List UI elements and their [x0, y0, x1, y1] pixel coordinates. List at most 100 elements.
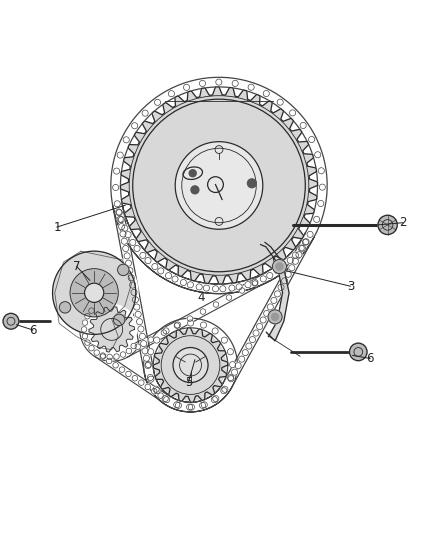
Circle shape	[158, 268, 164, 274]
Circle shape	[227, 349, 233, 355]
Circle shape	[70, 269, 118, 317]
Circle shape	[175, 402, 181, 408]
Circle shape	[3, 313, 19, 329]
Circle shape	[142, 110, 148, 116]
Circle shape	[314, 216, 320, 222]
Circle shape	[145, 362, 151, 369]
Circle shape	[116, 209, 122, 216]
Polygon shape	[120, 87, 318, 284]
Circle shape	[260, 317, 266, 323]
Text: 6: 6	[366, 352, 374, 365]
Circle shape	[235, 362, 241, 369]
Circle shape	[264, 310, 270, 317]
Circle shape	[318, 168, 325, 174]
Circle shape	[117, 216, 123, 222]
Circle shape	[117, 152, 123, 158]
Circle shape	[300, 245, 306, 251]
Circle shape	[145, 361, 152, 368]
Circle shape	[119, 223, 125, 230]
Circle shape	[263, 91, 269, 96]
Circle shape	[82, 320, 88, 325]
Circle shape	[285, 271, 291, 277]
Circle shape	[187, 282, 194, 288]
Circle shape	[107, 354, 113, 360]
Circle shape	[126, 348, 132, 354]
Circle shape	[199, 402, 205, 408]
Circle shape	[271, 297, 277, 303]
Circle shape	[116, 209, 122, 215]
Circle shape	[213, 302, 219, 308]
Circle shape	[135, 344, 141, 350]
Circle shape	[85, 313, 90, 319]
Circle shape	[175, 322, 181, 328]
Circle shape	[277, 99, 283, 105]
Circle shape	[131, 343, 137, 349]
Circle shape	[319, 184, 325, 190]
Circle shape	[155, 330, 226, 400]
Circle shape	[94, 350, 99, 356]
Circle shape	[253, 330, 259, 336]
Circle shape	[139, 333, 145, 340]
Circle shape	[106, 358, 112, 364]
Circle shape	[247, 179, 256, 188]
Circle shape	[148, 349, 154, 355]
Circle shape	[120, 352, 126, 357]
Circle shape	[242, 350, 248, 356]
Circle shape	[201, 322, 207, 328]
Circle shape	[113, 168, 120, 174]
Circle shape	[155, 99, 161, 106]
Circle shape	[50, 249, 138, 336]
Circle shape	[145, 384, 151, 390]
Circle shape	[272, 260, 286, 273]
Text: 7: 7	[73, 260, 81, 273]
Circle shape	[252, 279, 258, 286]
Text: 3: 3	[347, 280, 354, 293]
Circle shape	[174, 323, 180, 328]
Circle shape	[113, 314, 125, 326]
Text: 4: 4	[198, 290, 205, 304]
Circle shape	[211, 397, 217, 403]
Circle shape	[196, 284, 202, 290]
Circle shape	[137, 319, 143, 325]
Circle shape	[114, 201, 120, 207]
Circle shape	[145, 257, 151, 264]
Circle shape	[228, 375, 234, 381]
Circle shape	[213, 395, 219, 402]
Circle shape	[117, 264, 129, 276]
Circle shape	[154, 337, 160, 343]
Circle shape	[292, 258, 298, 264]
Circle shape	[282, 278, 288, 284]
Circle shape	[298, 245, 304, 251]
Circle shape	[113, 362, 118, 368]
Circle shape	[82, 334, 88, 339]
Circle shape	[318, 200, 324, 206]
Circle shape	[113, 184, 119, 190]
Circle shape	[114, 80, 324, 290]
Circle shape	[85, 340, 90, 345]
Circle shape	[278, 284, 284, 290]
Circle shape	[53, 251, 136, 334]
Circle shape	[300, 123, 306, 128]
Circle shape	[200, 309, 206, 314]
Circle shape	[100, 354, 106, 359]
Circle shape	[81, 327, 87, 332]
Circle shape	[252, 281, 258, 286]
Circle shape	[147, 374, 153, 381]
Circle shape	[125, 260, 131, 266]
Circle shape	[296, 252, 302, 258]
Circle shape	[201, 402, 207, 408]
Circle shape	[124, 253, 130, 259]
Circle shape	[131, 289, 137, 295]
Circle shape	[166, 272, 172, 279]
Circle shape	[232, 369, 238, 375]
Circle shape	[257, 324, 263, 329]
Circle shape	[138, 380, 144, 385]
Circle shape	[220, 286, 226, 292]
Circle shape	[135, 311, 141, 318]
Circle shape	[267, 272, 273, 279]
Circle shape	[127, 268, 133, 273]
Circle shape	[173, 402, 180, 408]
Polygon shape	[89, 307, 134, 352]
Circle shape	[175, 142, 263, 229]
Circle shape	[239, 356, 245, 362]
